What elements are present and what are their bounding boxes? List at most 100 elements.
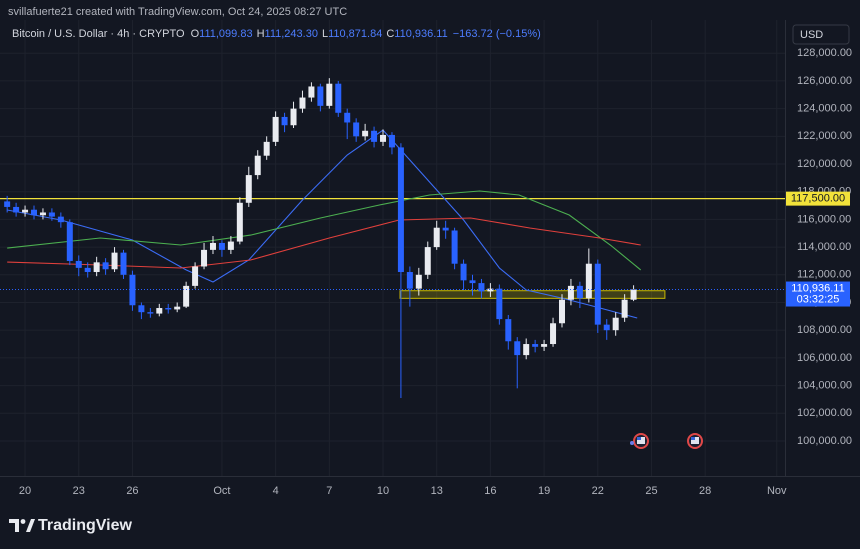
candle-body (380, 134, 387, 142)
candle-body (469, 280, 476, 284)
candle-body (397, 147, 404, 273)
candle-body (48, 212, 55, 217)
candle-body (174, 306, 181, 310)
candle-body (227, 241, 234, 250)
candle-body (576, 285, 583, 299)
candle-body (192, 266, 199, 286)
level-label: 117,500.00 (791, 193, 845, 205)
candle-body (487, 288, 494, 292)
candle-body (424, 247, 431, 275)
candle-body (567, 285, 574, 300)
x-tick-label: 19 (538, 485, 550, 497)
candle-body (326, 83, 333, 106)
event-flag[interactable] (630, 433, 649, 449)
candle-body (433, 227, 440, 248)
candle-body (371, 130, 378, 142)
moving-average (7, 190, 642, 271)
candle-body (362, 130, 369, 137)
candle-body (4, 201, 11, 207)
brand: TradingView (38, 517, 133, 534)
candle-body (156, 308, 163, 314)
candle-body (496, 288, 503, 320)
y-tick-label: 100,000.00 (797, 435, 852, 447)
candle-body (147, 312, 154, 314)
x-tick-label: 22 (592, 485, 604, 497)
y-tick-label: 102,000.00 (797, 407, 852, 419)
x-tick-label: 10 (377, 485, 389, 497)
candle-body (31, 209, 38, 216)
y-tick-label: 104,000.00 (797, 379, 852, 391)
logo-icon (9, 519, 35, 532)
candle-body (308, 86, 315, 98)
y-tick-label: 126,000.00 (797, 75, 852, 87)
candle-body (344, 112, 351, 123)
event-flag[interactable] (687, 433, 703, 449)
symbol-title: Bitcoin / U.S. Dollar · 4h · CRYPTO (12, 28, 185, 40)
last-price-label: 110,936.11 (791, 282, 844, 294)
ohlc-key: C (386, 28, 394, 40)
candle-body (621, 299, 628, 318)
ohlc-value: 110,871.84 (328, 28, 382, 40)
x-tick-label: 28 (699, 485, 711, 497)
candle-body (353, 122, 360, 137)
candle-body (290, 108, 297, 126)
candle-body (93, 262, 100, 273)
candle-body (209, 242, 216, 250)
candle-body (523, 344, 530, 356)
candle-body (102, 262, 109, 270)
x-tick-label: 7 (326, 485, 332, 497)
candle-body (183, 285, 190, 307)
author-line: svillafuerte21 created with TradingView.… (8, 6, 347, 18)
candle-body (75, 260, 82, 268)
x-tick-label: 16 (484, 485, 496, 497)
candle-body (532, 344, 539, 347)
candle-body (57, 216, 64, 223)
candle-body (165, 308, 172, 310)
candle-body (299, 97, 306, 109)
candle-body (245, 175, 252, 203)
candle-body (388, 134, 395, 148)
candle-body (236, 202, 243, 242)
candle-body (415, 274, 422, 289)
candle-body (22, 209, 29, 213)
ohlc-key: L (322, 28, 328, 40)
candle-body (585, 263, 592, 299)
y-tick-label: 106,000.00 (797, 352, 852, 364)
candle-body (281, 116, 288, 126)
y-tick-label: 128,000.00 (797, 47, 852, 59)
y-tick-label: 124,000.00 (797, 103, 852, 115)
candle-body (254, 155, 261, 176)
x-tick-label: 4 (273, 485, 279, 497)
x-tick-label: Oct (213, 485, 230, 497)
x-tick-label: 23 (73, 485, 85, 497)
candle-body (451, 230, 458, 264)
candle-body (558, 299, 565, 324)
moving-average (7, 217, 641, 269)
candle-body (66, 222, 73, 261)
candle-body (120, 252, 127, 275)
last-price-tag (786, 281, 850, 307)
candle-body (218, 242, 225, 250)
legend: Bitcoin / U.S. Dollar · 4h · CRYPTO O111,… (12, 28, 541, 40)
x-tick-label: 13 (431, 485, 443, 497)
grid (0, 20, 785, 476)
candle-body (478, 283, 485, 292)
x-tick-label: 20 (19, 485, 31, 497)
ohlc-value: 111,099.83 (199, 28, 252, 40)
candle-body (39, 212, 46, 216)
currency: USD (800, 29, 823, 41)
y-tick-label: 122,000.00 (797, 130, 852, 142)
y-tick-label: 114,000.00 (797, 241, 851, 253)
level-tag (786, 191, 850, 206)
candle-body (138, 305, 145, 313)
y-tick-label: 120,000.00 (797, 158, 852, 170)
currency-box[interactable] (792, 24, 850, 45)
ohlc-value: 111,243.30 (265, 28, 318, 40)
candle-body (505, 319, 512, 342)
countdown-label: 03:32:25 (797, 293, 840, 305)
candle-body (111, 252, 118, 270)
candle-body (442, 227, 449, 231)
candle-body (335, 83, 342, 113)
